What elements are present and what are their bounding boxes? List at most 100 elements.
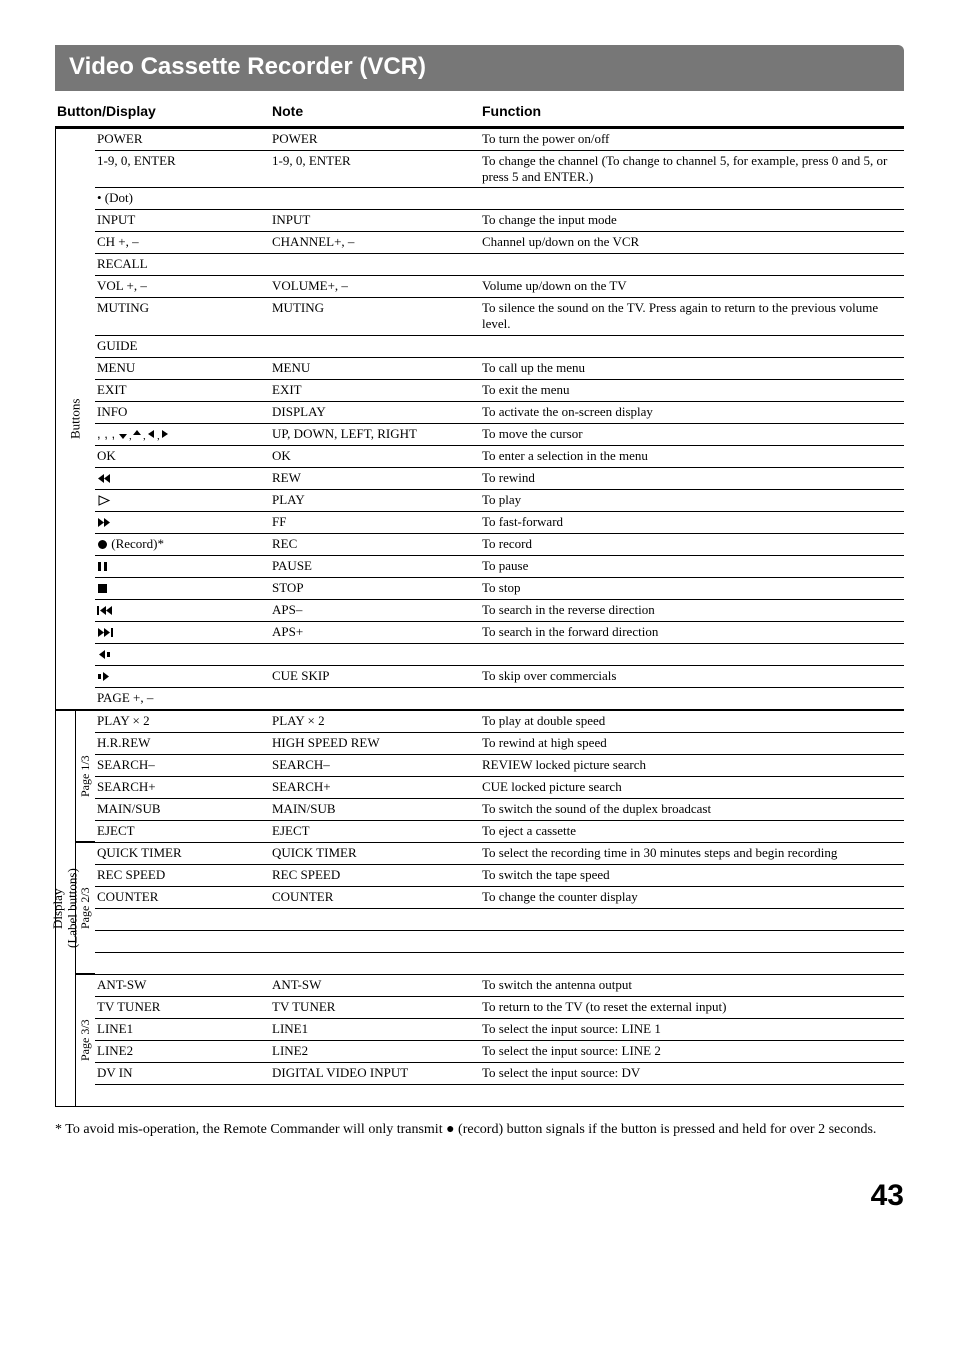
function-cell: To rewind at high speed xyxy=(480,732,904,754)
function-cell: To play xyxy=(480,489,904,511)
button-cell xyxy=(95,467,270,489)
note-cell: TV TUNER xyxy=(270,996,480,1018)
function-cell: To enter a selection in the menu xyxy=(480,445,904,467)
page-label: Page 1/3 xyxy=(75,710,95,842)
page-label: Page 2/3 xyxy=(75,842,95,974)
button-cell: SEARCH+ xyxy=(95,776,270,798)
svg-text:,: , xyxy=(129,430,132,441)
note-cell: CHANNEL+, – xyxy=(270,231,480,253)
button-cell: MUTING xyxy=(95,297,270,335)
section-title: Video Cassette Recorder (VCR) xyxy=(55,45,904,91)
note-cell xyxy=(270,335,480,357)
button-cell: SEARCH– xyxy=(95,754,270,776)
note-cell: PAUSE xyxy=(270,555,480,577)
note-cell xyxy=(270,908,480,930)
note-cell: EXIT xyxy=(270,379,480,401)
function-cell: CUE locked picture search xyxy=(480,776,904,798)
note-cell: REC xyxy=(270,533,480,555)
note-cell xyxy=(270,687,480,710)
note-cell: DIGITAL VIDEO INPUT xyxy=(270,1062,480,1084)
note-cell: SEARCH+ xyxy=(270,776,480,798)
note-cell: LINE1 xyxy=(270,1018,480,1040)
function-cell: To record xyxy=(480,533,904,555)
display-label: Display (Label buttons) xyxy=(55,710,75,1107)
function-cell: To exit the menu xyxy=(480,379,904,401)
col-header-note: Note xyxy=(270,101,480,128)
button-cell xyxy=(95,511,270,533)
col-header-button: Button/Display xyxy=(55,101,270,128)
button-cell: PLAY × 2 xyxy=(95,710,270,732)
button-cell: • (Dot) xyxy=(95,187,270,209)
note-cell xyxy=(270,643,480,665)
note-cell: DISPLAY xyxy=(270,401,480,423)
function-cell: To return to the TV (to reset the extern… xyxy=(480,996,904,1018)
function-cell: To switch the antenna output xyxy=(480,974,904,996)
button-cell xyxy=(95,577,270,599)
button-cell xyxy=(95,665,270,687)
note-cell: APS– xyxy=(270,599,480,621)
svg-text:,: , xyxy=(157,430,160,441)
function-cell: To stop xyxy=(480,577,904,599)
note-cell xyxy=(270,187,480,209)
button-cell: H.R.REW xyxy=(95,732,270,754)
function-cell: Channel up/down on the VCR xyxy=(480,231,904,253)
note-cell xyxy=(270,253,480,275)
note-cell: VOLUME+, – xyxy=(270,275,480,297)
function-cell xyxy=(480,930,904,952)
note-cell: EJECT xyxy=(270,820,480,842)
function-cell: To change the channel (To change to chan… xyxy=(480,150,904,188)
button-cell: LINE1 xyxy=(95,1018,270,1040)
note-cell: CUE SKIP xyxy=(270,665,480,687)
button-cell xyxy=(95,930,270,952)
function-cell xyxy=(480,253,904,275)
function-cell: To select the recording time in 30 minut… xyxy=(480,842,904,864)
note-cell: SEARCH– xyxy=(270,754,480,776)
button-cell: CH +, – xyxy=(95,231,270,253)
button-cell xyxy=(95,952,270,974)
note-cell: REC SPEED xyxy=(270,864,480,886)
page-label: Page 3/3 xyxy=(75,974,95,1107)
note-cell: REW xyxy=(270,467,480,489)
note-cell xyxy=(270,1084,480,1107)
note-cell: MAIN/SUB xyxy=(270,798,480,820)
button-cell: ANT-SW xyxy=(95,974,270,996)
button-cell: PAGE +, – xyxy=(95,687,270,710)
function-cell: To move the cursor xyxy=(480,423,904,445)
function-cell: REVIEW locked picture search xyxy=(480,754,904,776)
note-cell xyxy=(270,930,480,952)
note-cell: OK xyxy=(270,445,480,467)
note-cell: QUICK TIMER xyxy=(270,842,480,864)
note-cell: STOP xyxy=(270,577,480,599)
button-cell: TV TUNER xyxy=(95,996,270,1018)
function-cell: To turn the power on/off xyxy=(480,128,904,150)
button-cell: DV IN xyxy=(95,1062,270,1084)
function-cell xyxy=(480,687,904,710)
button-cell: EJECT xyxy=(95,820,270,842)
note-cell: POWER xyxy=(270,128,480,150)
note-cell: UP, DOWN, LEFT, RIGHT xyxy=(270,423,480,445)
button-cell: LINE2 xyxy=(95,1040,270,1062)
reference-table: Button/DisplayNoteFunctionButtonsPOWERPO… xyxy=(55,101,904,1107)
button-cell: OK xyxy=(95,445,270,467)
function-cell: To eject a cassette xyxy=(480,820,904,842)
svg-text:,: , xyxy=(143,430,146,441)
button-cell: QUICK TIMER xyxy=(95,842,270,864)
button-cell xyxy=(95,621,270,643)
note-cell: PLAY × 2 xyxy=(270,710,480,732)
button-cell: VOL +, – xyxy=(95,275,270,297)
note-cell: PLAY xyxy=(270,489,480,511)
note-cell: FF xyxy=(270,511,480,533)
function-cell: To select the input source: DV xyxy=(480,1062,904,1084)
note-cell: COUNTER xyxy=(270,886,480,908)
function-cell xyxy=(480,187,904,209)
button-cell xyxy=(95,908,270,930)
button-cell xyxy=(95,489,270,511)
function-cell: To switch the tape speed xyxy=(480,864,904,886)
function-cell: To switch the sound of the duplex broadc… xyxy=(480,798,904,820)
note-cell: MUTING xyxy=(270,297,480,335)
function-cell: To search in the reverse direction xyxy=(480,599,904,621)
function-cell: To change the counter display xyxy=(480,886,904,908)
note-cell: LINE2 xyxy=(270,1040,480,1062)
button-cell: MENU xyxy=(95,357,270,379)
button-cell: GUIDE xyxy=(95,335,270,357)
